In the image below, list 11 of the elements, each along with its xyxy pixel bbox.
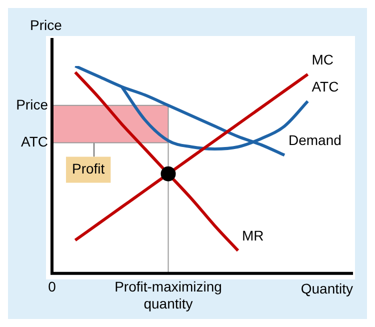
series-label: ATC bbox=[312, 78, 339, 94]
x-tick-label: Profit-maximizing quantity bbox=[114, 278, 222, 312]
ref-line-label: Price bbox=[16, 96, 48, 112]
series-label: Demand bbox=[288, 132, 342, 148]
y-axis-title: Price bbox=[30, 17, 62, 33]
series-label: MC bbox=[312, 51, 334, 68]
ref-line-label: ATC bbox=[21, 134, 48, 150]
x-tick-label: 0 bbox=[48, 278, 56, 295]
band-label: Profit bbox=[72, 160, 105, 177]
series-label: MR bbox=[242, 228, 264, 244]
x-axis-title: Quantity bbox=[300, 280, 353, 296]
